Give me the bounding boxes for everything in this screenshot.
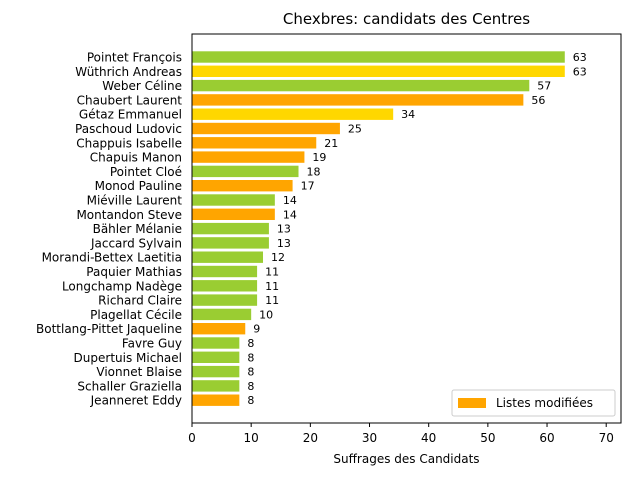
- bar: [192, 237, 269, 249]
- x-tick-label: 10: [244, 431, 259, 445]
- bar: [192, 108, 394, 120]
- bar: [192, 222, 269, 235]
- category-label: Schaller Graziella: [77, 379, 182, 393]
- bar: [192, 122, 340, 135]
- x-axis-label: Suffrages des Candidats: [333, 452, 479, 466]
- value-label: 63: [573, 51, 587, 64]
- legend: Listes modifiées: [451, 389, 616, 417]
- bar: [192, 308, 252, 321]
- bar: [192, 380, 240, 392]
- category-label: Vionnet Blaise: [96, 365, 182, 379]
- category-label: Richard Claire: [98, 294, 182, 308]
- x-tick-label: 20: [303, 431, 318, 445]
- bar: [192, 151, 305, 163]
- category-label: Chappuis Isabelle: [76, 136, 182, 150]
- value-label: 14: [283, 208, 297, 221]
- legend-box: [451, 389, 616, 417]
- bar: [192, 294, 258, 306]
- value-label: 13: [277, 237, 291, 250]
- value-label: 18: [307, 165, 321, 178]
- category-label: Morandi-Bettex Laetitia: [42, 251, 182, 265]
- value-label: 11: [265, 280, 279, 293]
- value-label: 19: [312, 151, 326, 164]
- value-label: 21: [324, 137, 338, 150]
- category-label: Longchamp Nadège: [62, 279, 182, 293]
- value-label: 8: [247, 337, 254, 350]
- category-label: Pointet François: [87, 51, 182, 65]
- bar: [192, 51, 565, 63]
- x-axis-ticks: 0 10 20 30 40 50 60 70: [188, 423, 614, 445]
- bar: [192, 165, 299, 178]
- value-label: 25: [348, 123, 362, 136]
- x-tick-label: 30: [362, 431, 377, 445]
- chart-title: Chexbres: candidats des Centres: [283, 10, 530, 28]
- category-label: Dupertuis Michael: [74, 351, 182, 365]
- category-label: Paquier Mathias: [86, 265, 182, 279]
- x-tick-label: 0: [188, 431, 196, 445]
- bar: [192, 194, 275, 206]
- plot-frame: [191, 33, 622, 424]
- value-label: 17: [301, 180, 315, 193]
- category-label: Bottlang-Pittet Jaqueline: [36, 322, 182, 336]
- value-label: 34: [401, 108, 415, 121]
- x-tick-label: 70: [599, 431, 614, 445]
- category-label: Paschoud Ludovic: [75, 122, 182, 136]
- value-label: 11: [265, 294, 279, 307]
- value-label: 57: [537, 80, 551, 93]
- bar: [192, 323, 246, 335]
- bar: [192, 180, 293, 192]
- category-label: Pointet Cloé: [110, 165, 182, 179]
- bar: [192, 208, 275, 220]
- category-label: Jaccard Sylvain: [90, 236, 182, 250]
- bar: [192, 365, 240, 378]
- category-label: Chaubert Laurent: [77, 93, 183, 107]
- bar: [192, 65, 565, 77]
- category-label: Gétaz Emmanuel: [79, 108, 182, 122]
- category-label: Weber Céline: [102, 79, 182, 93]
- category-label: Wüthrich Andreas: [75, 65, 182, 79]
- value-label: 12: [271, 251, 285, 264]
- category-label: Plagellat Cécile: [90, 308, 182, 322]
- category-label: Jeanneret Eddy: [90, 394, 182, 408]
- bar: [192, 337, 240, 349]
- bar: [192, 394, 240, 406]
- category-label: Montandon Steve: [76, 208, 182, 222]
- value-label: 9: [253, 323, 260, 336]
- x-tick-label: 50: [480, 431, 495, 445]
- bar: [192, 265, 258, 278]
- bar: [192, 94, 524, 106]
- x-tick-label: 60: [539, 431, 554, 445]
- x-tick-label: 40: [421, 431, 436, 445]
- bar: [192, 251, 264, 263]
- category-label: Chapuis Manon: [90, 151, 182, 165]
- bar: [192, 137, 317, 149]
- category-label: Bähler Mélanie: [93, 222, 182, 236]
- category-label: Miéville Laurent: [87, 194, 183, 208]
- value-label: 8: [247, 380, 254, 393]
- legend-entry-label: Listes modifiées: [496, 396, 593, 410]
- value-label: 8: [247, 366, 254, 379]
- category-label: Favre Guy: [122, 337, 182, 351]
- value-label: 13: [277, 223, 291, 236]
- category-label: Monod Pauline: [95, 179, 182, 193]
- value-label: 14: [283, 194, 297, 207]
- value-label: 56: [531, 94, 545, 107]
- bars-layer: [192, 51, 565, 406]
- value-label: 8: [247, 394, 254, 407]
- value-label: 63: [573, 65, 587, 78]
- value-label: 8: [247, 351, 254, 364]
- legend-swatch: [458, 398, 486, 408]
- bar: [192, 280, 258, 292]
- bar: [192, 351, 240, 363]
- value-label: 10: [259, 308, 273, 321]
- value-labels: 6363575634252119181714141313121111111098…: [247, 51, 586, 407]
- bar: [192, 79, 530, 92]
- value-label: 11: [265, 266, 279, 279]
